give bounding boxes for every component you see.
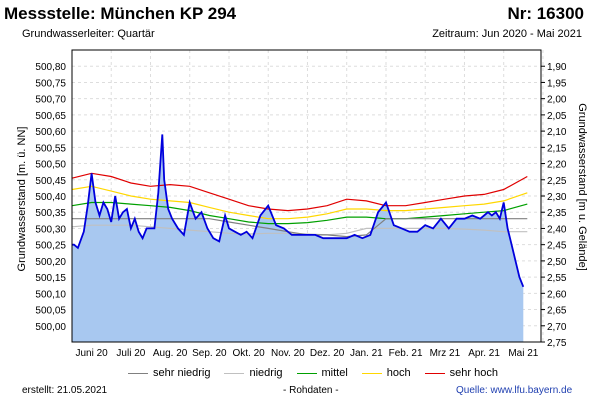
y-tick-right: 2,10: [547, 127, 567, 138]
y-tick-left: 500,80: [35, 62, 66, 73]
created-label: erstellt:: [22, 385, 55, 396]
y-tick-left: 500,40: [35, 192, 66, 203]
y-tick-left: 500,20: [35, 257, 66, 268]
period-label: Zeitraum: Jun 2020 - Mai 2021: [432, 28, 582, 40]
source-label: Quelle:: [456, 385, 488, 396]
y-tick-left: 500,55: [35, 143, 66, 154]
x-tick: Mai 21: [508, 348, 538, 359]
x-tick: Feb. 21: [389, 348, 423, 359]
page-title: Messstelle: München KP 294: [4, 4, 237, 23]
source-note: Quelle: www.lfu.bayern.de: [456, 385, 572, 396]
y-axis-label-left: Grundwasserstand [m. ü. NN]: [16, 127, 28, 272]
created-note: erstellt: 21.05.2021: [22, 385, 107, 396]
y-tick-right: 2,65: [547, 306, 567, 317]
station-number: Nr: 16300: [507, 4, 584, 23]
y-tick-left: 500,15: [35, 273, 66, 284]
x-tick: Okt. 20: [232, 348, 265, 359]
y-tick-right: 2,20: [547, 160, 567, 171]
y-tick-left: 500,25: [35, 241, 66, 252]
y-tick-right: 1,90: [547, 62, 567, 73]
y-tick-right: 2,30: [547, 192, 567, 203]
raw-data-note: - Rohdaten -: [283, 385, 339, 396]
legend-item: sehr hoch: [424, 367, 498, 379]
y-tick-left: 500,10: [35, 289, 66, 300]
y-tick-right: 2,45: [547, 241, 567, 252]
y-tick-right: 2,05: [547, 111, 567, 122]
measurement-area: [72, 134, 524, 342]
legend-label: hoch: [386, 367, 411, 379]
y-tick-right: 2,50: [547, 257, 567, 268]
aquifer-label: Grundwasserleiter: Quartär: [22, 28, 155, 40]
series-line-sehr-hoch: [71, 172, 528, 212]
legend-label: niedrig: [249, 367, 283, 379]
measurement-line: [72, 134, 525, 288]
y-tick-right: 2,75: [547, 338, 567, 349]
created-date: 21.05.2021: [57, 385, 108, 396]
x-tick: Sep. 20: [192, 348, 227, 359]
x-tick: Mrz 21: [430, 348, 461, 359]
y-tick-right: 2,25: [547, 176, 567, 187]
x-tick: Juli 20: [116, 348, 145, 359]
legend-label: sehr hoch: [449, 367, 498, 379]
y-tick-left: 500,75: [35, 78, 66, 89]
legend-swatch: [224, 372, 245, 374]
y-tick-right: 2,15: [547, 143, 567, 154]
y-tick-right: 2,00: [547, 95, 567, 106]
y-tick-left: 500,60: [35, 127, 66, 138]
series-line-mittel: [71, 201, 528, 225]
series-line-hoch: [71, 185, 528, 220]
x-axis-ticks: Juni 20 Juli 20 Aug. 20 Sep. 20 Okt. 20 Nov. …: [75, 348, 538, 359]
legend-swatch: [296, 372, 317, 374]
y-tick-right: 2,60: [547, 289, 567, 300]
y-tick-left: 500,05: [35, 306, 66, 317]
legend-item: niedrig: [224, 367, 283, 379]
y-tick-right: 2,40: [547, 224, 567, 235]
x-tick: Juni 20: [75, 348, 108, 359]
y-tick-right: 1,95: [547, 78, 567, 89]
left-axis-ticks: 500,80 500,75 500,70 500,65 500,60 500,55 500,…: [35, 62, 66, 333]
y-tick-left: 500,50: [35, 160, 66, 171]
series-line-sehr-niedrig: [72, 218, 528, 238]
legend-label: sehr niedrig: [153, 367, 211, 379]
measurement-series-line: [72, 134, 525, 288]
y-tick-left: 500,65: [35, 111, 66, 122]
legend-swatch: [424, 372, 445, 374]
legend-item: mittel: [296, 367, 348, 379]
y-tick-right: 2,70: [547, 322, 567, 333]
x-tick: Jan. 21: [350, 348, 383, 359]
x-tick: Apr. 21: [468, 348, 500, 359]
y-axis-label-right: Grundwasserstand [m u. Gelände]: [576, 103, 588, 271]
y-tick-left: 500,00: [35, 322, 66, 333]
y-tick-right: 2,35: [547, 208, 567, 219]
y-tick-right: 2,55: [547, 273, 567, 284]
y-tick-left: 500,45: [35, 176, 66, 187]
legend-item: sehr niedrig: [128, 367, 210, 379]
y-tick-left: 500,35: [35, 208, 66, 219]
chart-legend: sehr niedrig niedrig mittel hoch sehr hoch: [128, 367, 498, 379]
y-tick-left: 500,70: [35, 95, 66, 106]
legend-label: mittel: [321, 367, 348, 379]
y-tick-left: 500,30: [35, 224, 66, 235]
right-axis-ticks: 1,90 1,95 2,00 2,05 2,10 2,15 2,20 2,25 2,30 2,35…: [541, 62, 567, 349]
raw-data-label: - Rohdaten -: [283, 385, 339, 396]
measurement-fill: [72, 134, 524, 342]
x-tick: Dez. 20: [310, 348, 345, 359]
source-link[interactable]: www.lfu.bayern.de: [490, 385, 573, 396]
legend-swatch: [128, 372, 148, 374]
x-tick: Aug. 20: [153, 348, 188, 359]
legend-swatch: [361, 372, 382, 374]
legend-item: hoch: [361, 367, 411, 379]
x-tick: Nov. 20: [271, 348, 305, 359]
